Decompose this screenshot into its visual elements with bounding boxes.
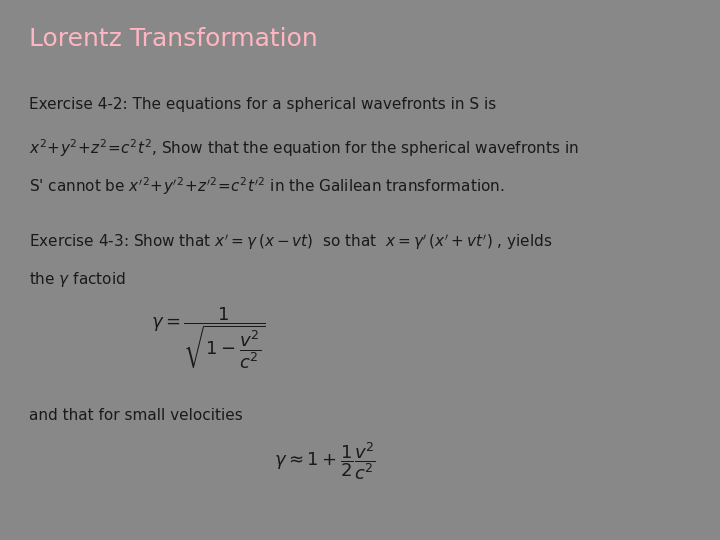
Text: and that for small velocities: and that for small velocities xyxy=(29,408,243,423)
Text: Lorentz Transformation: Lorentz Transformation xyxy=(29,27,318,51)
Text: Exercise 4-3: Show that $x' = \gamma\,(x - vt)$  so that  $x = \gamma'\,(x' + vt: Exercise 4-3: Show that $x' = \gamma\,(x… xyxy=(29,232,552,252)
Text: the $\gamma$ factoid: the $\gamma$ factoid xyxy=(29,270,125,289)
Text: Exercise 4-2: The equations for a spherical wavefronts in S is: Exercise 4-2: The equations for a spheri… xyxy=(29,97,496,112)
Text: $\gamma = \dfrac{1}{\sqrt{1-\dfrac{v^2}{c^2}}}$: $\gamma = \dfrac{1}{\sqrt{1-\dfrac{v^2}{… xyxy=(151,305,266,370)
Text: $x^2\!+\!y^2\!+\!z^2\!=\!c^2t^2$, Show that the equation for the spherical wavef: $x^2\!+\!y^2\!+\!z^2\!=\!c^2t^2$, Show t… xyxy=(29,138,579,159)
Text: $\gamma \approx 1+\dfrac{1}{2}\dfrac{v^2}{c^2}$: $\gamma \approx 1+\dfrac{1}{2}\dfrac{v^2… xyxy=(274,440,376,482)
Text: S' cannot be $x'^2\!+\!y'^2\!+\!z'^2\!=\!c^2t'^2$ in the Galilean transformation: S' cannot be $x'^2\!+\!y'^2\!+\!z'^2\!=\… xyxy=(29,176,504,197)
